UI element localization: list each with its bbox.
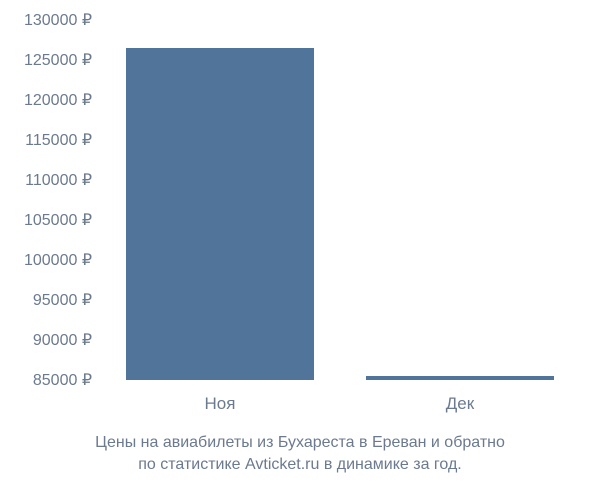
bar-dec	[366, 376, 553, 380]
y-tick: 100000 ₽	[24, 250, 92, 270]
chart-caption: Цены на авиабилеты из Бухареста в Ереван…	[0, 432, 600, 477]
y-tick: 95000 ₽	[33, 290, 92, 310]
bar-nov	[126, 48, 313, 380]
plot-area	[100, 20, 580, 380]
y-tick: 85000 ₽	[33, 370, 92, 390]
y-tick: 105000 ₽	[24, 210, 92, 230]
caption-line1: Цены на авиабилеты из Бухареста в Ереван…	[0, 432, 600, 454]
y-tick: 90000 ₽	[33, 330, 92, 350]
x-axis: Ноя Дек	[100, 390, 580, 420]
x-tick-nov: Ноя	[205, 394, 236, 414]
y-tick: 130000 ₽	[24, 10, 92, 30]
caption-line2: по статистике Avticket.ru в динамике за …	[0, 454, 600, 476]
y-tick: 120000 ₽	[24, 90, 92, 110]
price-chart: 130000 ₽ 125000 ₽ 120000 ₽ 115000 ₽ 1100…	[0, 0, 600, 500]
y-tick: 125000 ₽	[24, 50, 92, 70]
y-axis: 130000 ₽ 125000 ₽ 120000 ₽ 115000 ₽ 1100…	[0, 0, 100, 400]
y-tick: 115000 ₽	[25, 130, 92, 150]
x-tick-dec: Дек	[446, 394, 474, 414]
y-tick: 110000 ₽	[25, 170, 92, 190]
